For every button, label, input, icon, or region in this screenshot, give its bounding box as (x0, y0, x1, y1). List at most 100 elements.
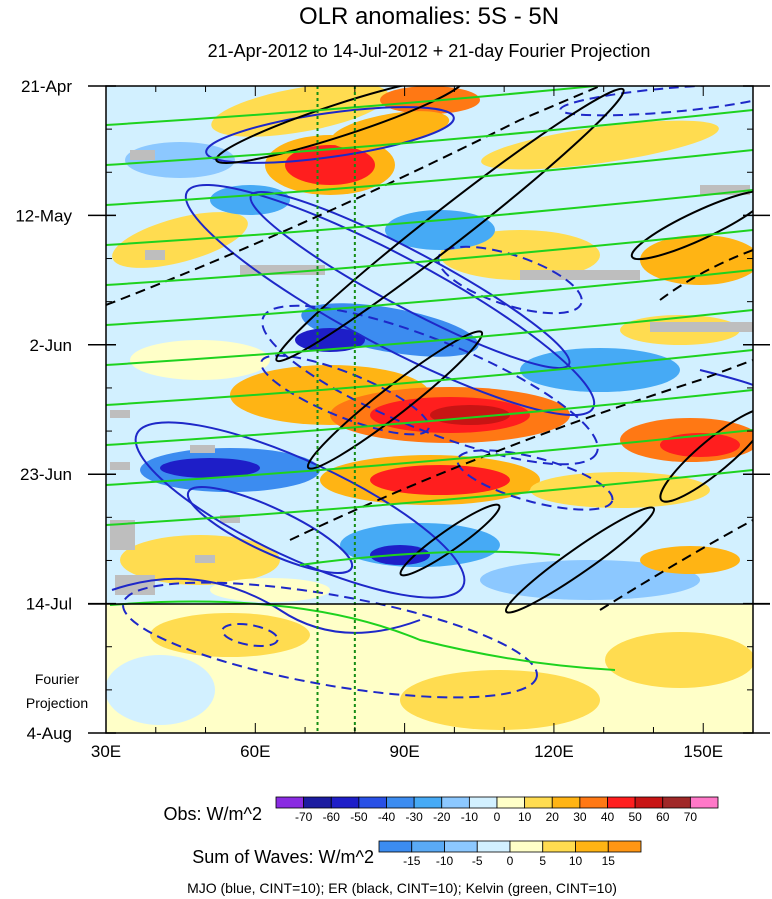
mjo-contour (456, 449, 614, 511)
colorbar-tick-label: -30 (405, 810, 423, 824)
colorbar-cell (275, 796, 305, 809)
er-contour (599, 519, 753, 611)
colorbar-tick-label: -20 (433, 810, 451, 824)
projection-label: Projection (26, 695, 88, 711)
mjo-contour (260, 354, 430, 436)
colorbar-cell (444, 840, 478, 853)
kelvin-contour (106, 109, 753, 166)
y-tick-label: 12-May (15, 206, 72, 225)
colorbar-cell (386, 796, 415, 809)
projection-patch (400, 670, 600, 730)
missing-block (520, 270, 640, 280)
colorbar-tick-label: 15 (602, 854, 616, 868)
colorbar-cell (358, 796, 387, 809)
colorbar-cell (303, 796, 332, 809)
mjo-contour (111, 577, 421, 634)
er-contour (399, 503, 501, 577)
missing-block (130, 150, 155, 160)
colorbar-tick-label: -10 (461, 810, 479, 824)
colorbar-tick-label: -70 (295, 810, 313, 824)
chart-subtitle: 21-Apr-2012 to 14-Jul-2012 + 21-day Four… (208, 41, 651, 61)
kelvin-contour (106, 349, 753, 406)
colorbar-cell (441, 796, 470, 809)
plot-area (106, 86, 753, 733)
colorbar-cell (542, 840, 576, 853)
mjo-contours (111, 86, 753, 699)
anomaly-patch (330, 111, 450, 149)
colorbar-cell (378, 840, 413, 853)
missing-block (195, 555, 215, 563)
er-contour (106, 86, 601, 306)
y-axis: 21-Apr 12-May 2-Jun 23-Jun 14-Jul 4-Aug Fourie… (15, 77, 770, 743)
anomaly-patch (481, 120, 719, 170)
x-axis: 30E 60E 90E 120E 150E (91, 86, 754, 761)
colorbar-cell (524, 796, 553, 809)
wave-legend: MJO (blue, CINT=10); ER (black, CINT=10)… (187, 880, 617, 896)
chart-title: OLR anomalies: 5S - 5N (299, 3, 559, 30)
x-tick-label: 90E (389, 742, 419, 761)
colorbar-tick-label: -40 (378, 810, 396, 824)
colorbar-cell (607, 840, 642, 853)
mjo-contour (205, 106, 455, 164)
plot-frame (105, 85, 754, 734)
er-contour (659, 407, 753, 503)
kelvin-contour (109, 600, 616, 671)
projection-patch (106, 655, 215, 725)
olr-anomaly-field (106, 86, 753, 733)
x-tick-label: 60E (240, 742, 270, 761)
er-contour (289, 359, 753, 541)
colorbar-cell (476, 840, 511, 853)
kelvin-contour (106, 269, 753, 326)
x-tick-label: 120E (534, 742, 574, 761)
missing-block (110, 410, 130, 418)
colorbar-cell (411, 840, 445, 853)
kelvin-contour (106, 149, 753, 206)
mjo-contour (122, 581, 538, 699)
kelvin-contour (106, 86, 606, 126)
anomaly-patch (640, 546, 740, 574)
colorbar-tick-label: 30 (573, 810, 587, 824)
colorbar-tick-label: -5 (472, 854, 483, 868)
kelvin-contour (299, 550, 561, 566)
colorbar-tick-label: -60 (323, 810, 341, 824)
colorbar-label: Sum of Waves: W/m^2 (192, 847, 374, 867)
missing-block (650, 322, 753, 332)
colorbar-tick-label: 70 (684, 810, 698, 824)
mjo-contour (186, 486, 354, 574)
kelvin-contour (106, 389, 753, 446)
anomaly-patch (640, 235, 753, 285)
colorbar-cell (634, 796, 664, 809)
colorbar-cell (509, 840, 544, 853)
colorbar-tick-label: 0 (507, 854, 514, 868)
kelvin-contour (106, 469, 753, 526)
projection-patch (270, 647, 430, 683)
er-contour (630, 189, 753, 261)
er-contour (306, 330, 484, 470)
colorbar-cell (551, 796, 581, 809)
anomaly-patch (211, 86, 389, 137)
y-tick-label: 21-Apr (21, 77, 72, 96)
colorbar-label: Obs: W/m^2 (164, 804, 262, 824)
mjo-contour (261, 304, 599, 466)
colorbar-tick-label: -50 (350, 810, 368, 824)
y-tick-label: 2-Jun (29, 336, 72, 355)
colorbar-cell (607, 796, 636, 809)
anomaly-patch (210, 578, 330, 602)
anomaly-patch (130, 340, 270, 380)
colorbar-tick-label: 50 (628, 810, 642, 824)
colorbar-tick-label: 20 (546, 810, 560, 824)
colorbar-cell (468, 796, 498, 809)
mjo-contour (699, 369, 753, 386)
waves-colorbar: -15 -10 -5 0 5 10 15 Sum of Waves: W/m^2 (192, 840, 642, 868)
kelvin-contour (106, 229, 753, 286)
missing-block (700, 185, 750, 195)
colorbar-tick-label: 60 (656, 810, 670, 824)
obs-colorbar: -70 -60 -50 -40 -30 -20 -10 0 10 20 30 40 50 60 70 Obs:… (164, 796, 719, 824)
mjo-contour (221, 623, 279, 647)
projection-patch (605, 632, 753, 688)
anomaly-patch (370, 465, 510, 495)
projection-label: Fourier (35, 671, 80, 687)
colorbar-tick-label: 10 (569, 854, 583, 868)
missing-block (190, 445, 215, 453)
colorbar-tick-label: 0 (494, 810, 501, 824)
